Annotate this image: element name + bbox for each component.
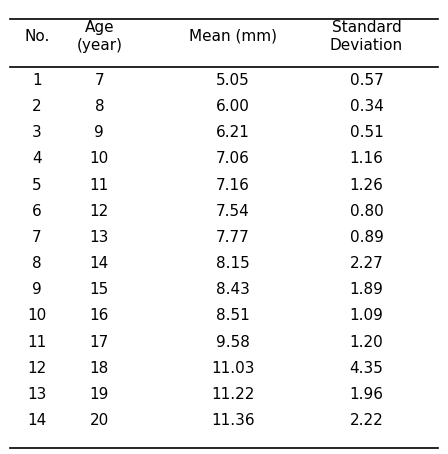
Text: 1.20: 1.20: [349, 335, 383, 350]
Text: Standard
Deviation: Standard Deviation: [330, 20, 403, 53]
Text: No.: No.: [24, 29, 50, 44]
Text: 1.16: 1.16: [349, 151, 383, 166]
Text: 9.58: 9.58: [216, 335, 250, 350]
Text: 8: 8: [32, 256, 42, 271]
Text: 11.36: 11.36: [211, 413, 255, 428]
Text: 1.96: 1.96: [349, 387, 383, 402]
Text: 11.22: 11.22: [211, 387, 254, 402]
Text: 10: 10: [90, 151, 109, 166]
Text: 0.89: 0.89: [349, 230, 383, 245]
Text: 0.57: 0.57: [349, 73, 383, 88]
Text: 8.51: 8.51: [216, 308, 250, 323]
Text: 7.06: 7.06: [216, 151, 250, 166]
Text: 17: 17: [90, 335, 109, 350]
Text: 6: 6: [32, 204, 42, 219]
Text: 1.89: 1.89: [349, 282, 383, 297]
Text: 2: 2: [32, 99, 42, 114]
Text: Mean (mm): Mean (mm): [189, 29, 277, 44]
Text: 2.22: 2.22: [349, 413, 383, 428]
Text: 5.05: 5.05: [216, 73, 250, 88]
Text: 0.80: 0.80: [349, 204, 383, 219]
Text: 2.27: 2.27: [349, 256, 383, 271]
Text: 16: 16: [90, 308, 109, 323]
Text: 7: 7: [32, 230, 42, 245]
Text: 14: 14: [27, 413, 47, 428]
Text: 6.00: 6.00: [216, 99, 250, 114]
Text: 8.15: 8.15: [216, 256, 250, 271]
Text: 1: 1: [32, 73, 42, 88]
Text: 10: 10: [27, 308, 47, 323]
Text: 13: 13: [27, 387, 47, 402]
Text: 12: 12: [90, 204, 109, 219]
Text: 11: 11: [27, 335, 47, 350]
Text: 11.03: 11.03: [211, 361, 254, 376]
Text: 14: 14: [90, 256, 109, 271]
Text: 0.51: 0.51: [349, 125, 383, 140]
Text: 4: 4: [32, 151, 42, 166]
Text: Age
(year): Age (year): [76, 20, 122, 53]
Text: 7.16: 7.16: [216, 178, 250, 192]
Text: 6.21: 6.21: [216, 125, 250, 140]
Text: 13: 13: [90, 230, 109, 245]
Text: 11: 11: [90, 178, 109, 192]
Text: 4.35: 4.35: [349, 361, 383, 376]
Text: 9: 9: [95, 125, 104, 140]
Text: 9: 9: [32, 282, 42, 297]
Text: 15: 15: [90, 282, 109, 297]
Text: 1.09: 1.09: [349, 308, 383, 323]
Text: 3: 3: [32, 125, 42, 140]
Text: 8.43: 8.43: [216, 282, 250, 297]
Text: 8: 8: [95, 99, 104, 114]
Text: 5: 5: [32, 178, 42, 192]
Text: 0.34: 0.34: [349, 99, 383, 114]
Text: 1.26: 1.26: [349, 178, 383, 192]
Text: 7.54: 7.54: [216, 204, 250, 219]
Text: 12: 12: [27, 361, 47, 376]
Text: 7.77: 7.77: [216, 230, 250, 245]
Text: 7: 7: [95, 73, 104, 88]
Text: 19: 19: [90, 387, 109, 402]
Text: 20: 20: [90, 413, 109, 428]
Text: 18: 18: [90, 361, 109, 376]
